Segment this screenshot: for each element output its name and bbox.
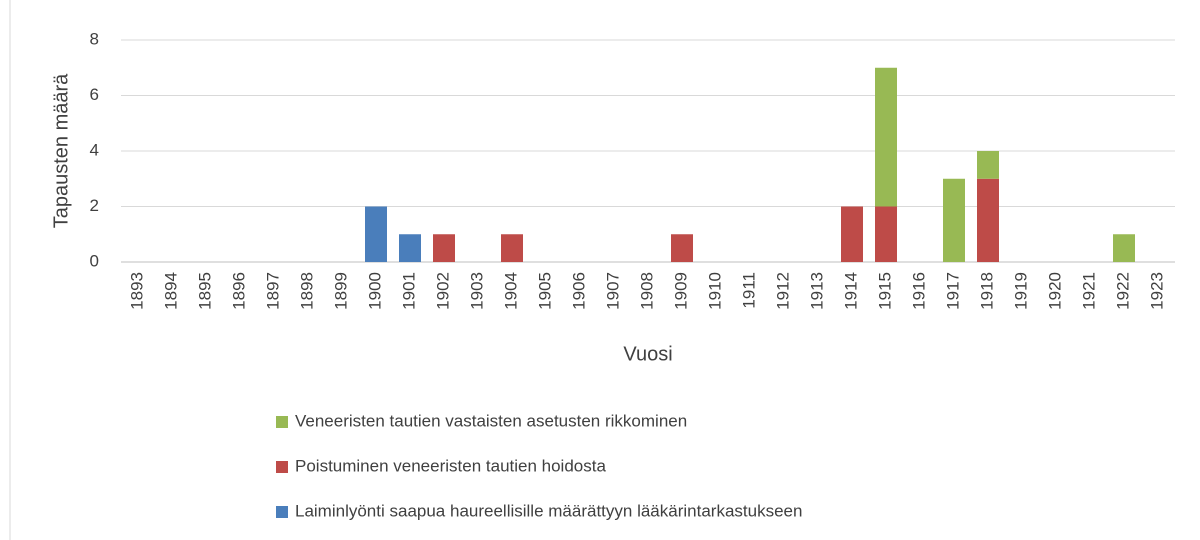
legend-swatch: [276, 461, 288, 473]
x-tick-label: 1908: [637, 272, 656, 310]
x-tick-label: 1910: [705, 272, 724, 310]
y-tick-label: 6: [90, 85, 99, 104]
bar-segment: [433, 234, 455, 262]
bar-segment: [399, 234, 421, 262]
x-tick-label: 1894: [161, 272, 180, 310]
x-tick-label: 1895: [195, 272, 214, 310]
x-tick-label: 1901: [399, 272, 418, 310]
bar-segment: [365, 206, 387, 262]
bar-segment: [501, 234, 523, 262]
x-tick-label: 1900: [365, 272, 384, 310]
bar-segment: [977, 178, 999, 262]
y-tick-label: 8: [90, 29, 99, 48]
legend-swatch: [276, 506, 288, 518]
x-tick-label: 1907: [603, 272, 622, 310]
bar-segment: [841, 206, 863, 262]
y-axis-label: Tapausten määrä: [50, 73, 72, 228]
legend-label: Veneeristen tautien vastaisten asetusten…: [295, 411, 687, 430]
x-axis-label: Vuosi: [623, 343, 672, 365]
x-tick-label: 1909: [671, 272, 690, 310]
x-tick-label: 1904: [501, 272, 520, 310]
y-tick-label: 2: [90, 196, 99, 215]
bar-segment: [977, 151, 999, 179]
x-tick-label: 1922: [1113, 272, 1132, 310]
legend-label: Poistuminen veneeristen tautien hoidosta: [295, 456, 606, 475]
x-tick-label: 1903: [467, 272, 486, 310]
x-tick-label: 1914: [841, 272, 860, 310]
x-tick-label: 1893: [127, 272, 146, 310]
x-tick-label: 1918: [977, 272, 996, 310]
x-tick-label: 1913: [807, 272, 826, 310]
x-tick-label: 1905: [535, 272, 554, 310]
x-tick-label: 1917: [943, 272, 962, 310]
legend-label: Laiminlyönti saapua haureellisille määrä…: [295, 501, 802, 520]
y-tick-label: 4: [90, 140, 99, 159]
legend-swatch: [276, 416, 288, 428]
bar-segment: [943, 178, 965, 262]
x-tick-label: 1916: [909, 272, 928, 310]
x-tick-label: 1920: [1045, 272, 1064, 310]
x-tick-label: 1921: [1079, 272, 1098, 310]
bar-segment: [1113, 234, 1135, 262]
bar-segment: [875, 67, 897, 207]
x-tick-label: 1902: [433, 272, 452, 310]
x-tick-label: 1923: [1147, 272, 1166, 310]
x-tick-label: 1896: [229, 272, 248, 310]
x-tick-label: 1906: [569, 272, 588, 310]
x-tick-label: 1915: [875, 272, 894, 310]
x-tick-label: 1897: [263, 272, 282, 310]
y-tick-label: 0: [90, 251, 99, 270]
x-tick-label: 1919: [1011, 272, 1030, 310]
x-tick-label: 1912: [773, 272, 792, 310]
bar-segment: [875, 206, 897, 262]
x-tick-label: 1911: [739, 272, 758, 309]
bar-segment: [671, 234, 693, 262]
x-tick-label: 1898: [297, 272, 316, 310]
x-tick-label: 1899: [331, 272, 350, 310]
